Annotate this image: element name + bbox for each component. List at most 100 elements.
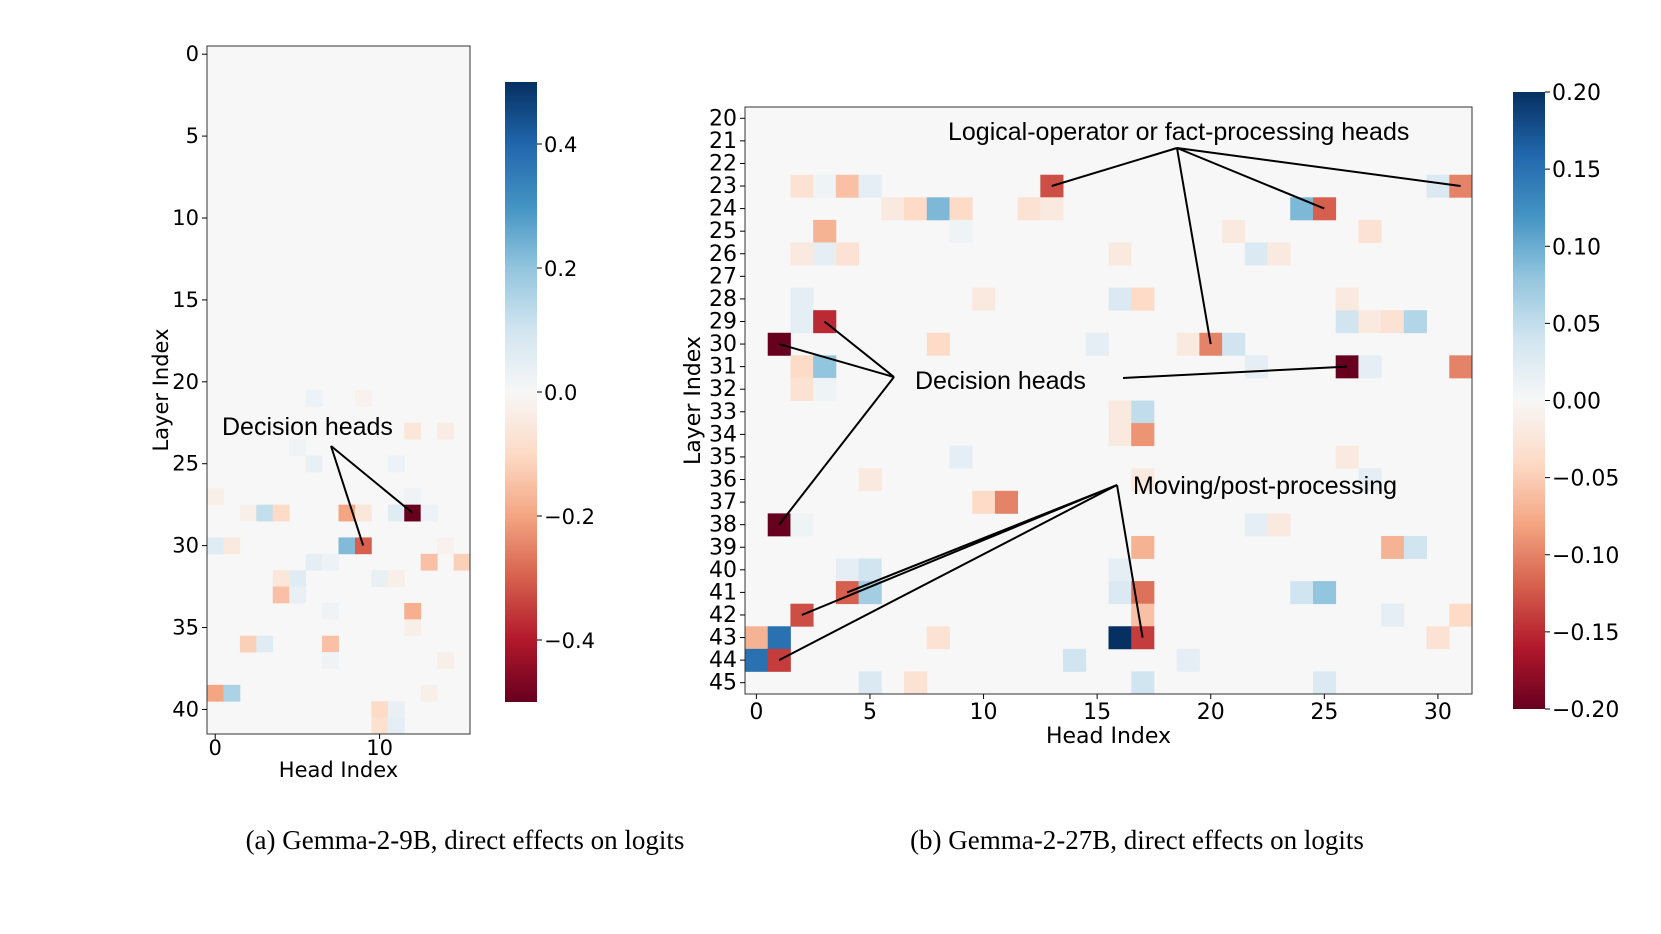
heatmap-cell xyxy=(813,355,837,379)
heatmap-cell xyxy=(272,504,290,522)
heatmap-cell xyxy=(745,626,769,650)
colorbar-tick-label: 0.0 xyxy=(544,381,577,405)
heatmap-cell xyxy=(1449,603,1473,627)
heatmap-cell xyxy=(354,537,372,555)
heatmap-cell xyxy=(371,570,389,587)
colorbar-tick-label: 0.00 xyxy=(1552,390,1601,415)
x-tick-label: 0 xyxy=(209,736,222,760)
heatmap-cell xyxy=(387,717,405,735)
y-tick-label: 0 xyxy=(186,42,199,66)
heatmap-cell xyxy=(1358,468,1382,492)
colorbar-tick-label: 0.4 xyxy=(544,133,577,157)
heatmap-cell xyxy=(790,513,814,537)
heatmap-cell xyxy=(207,684,224,702)
heatmap-cell xyxy=(1176,648,1200,672)
heatmap-cell xyxy=(1244,242,1268,266)
y-tick-label: 40 xyxy=(172,697,199,721)
heatmap-cell xyxy=(404,602,422,620)
heatmap-cell xyxy=(926,626,950,650)
colorbar xyxy=(1513,92,1545,709)
y-tick-label: 43 xyxy=(709,626,737,651)
y-tick-label: 20 xyxy=(709,106,737,131)
heatmap-cell xyxy=(437,422,454,440)
annotation-label: Moving/post-processing xyxy=(1133,472,1397,500)
heatmap-cell xyxy=(322,602,339,620)
y-tick-label: 38 xyxy=(709,513,737,538)
heatmap-cell xyxy=(813,377,837,401)
heatmap-cell xyxy=(420,553,438,571)
annotation-pointer xyxy=(1176,147,1325,210)
heatmap-cell xyxy=(1290,581,1314,605)
y-tick-label: 32 xyxy=(709,377,737,402)
heatmap-cell xyxy=(858,174,882,198)
heatmap-cell xyxy=(289,439,307,456)
heatmap-cell xyxy=(387,455,405,473)
heatmap-cell xyxy=(1312,581,1337,605)
heatmap-cell xyxy=(1108,558,1132,582)
y-tick-label: 25 xyxy=(709,219,737,244)
heatmap-cell xyxy=(790,287,814,311)
heatmap-cell xyxy=(1176,332,1200,356)
heatmap-cell xyxy=(1108,400,1132,424)
heatmap-cell xyxy=(207,488,224,506)
heatmap-cell xyxy=(813,219,837,243)
x-axis-label: Head Index xyxy=(279,758,398,782)
y-tick-label: 25 xyxy=(172,452,199,476)
heatmap-cell xyxy=(322,553,339,571)
heatmap-cell xyxy=(835,242,859,266)
heatmap-frame xyxy=(744,106,1473,695)
heatmap-cell xyxy=(387,701,405,719)
heatmap-cell xyxy=(1449,174,1473,198)
annotation-pointer xyxy=(1122,365,1348,379)
heatmap-cell xyxy=(289,586,307,604)
colorbar xyxy=(505,82,537,702)
y-axis-label: Layer Index xyxy=(149,328,173,451)
heatmap-cell xyxy=(371,701,389,719)
heatmap-cell xyxy=(207,537,224,555)
y-tick-label: 10 xyxy=(172,206,199,230)
y-tick-label: 39 xyxy=(709,535,737,560)
heatmap-cell xyxy=(949,445,973,469)
heatmap-cell xyxy=(904,197,928,221)
heatmap-cell xyxy=(1199,332,1223,356)
heatmap-cell xyxy=(1244,513,1268,537)
annotation-pointer xyxy=(1176,147,1212,345)
heatmap-cell xyxy=(1335,287,1359,311)
y-tick-label: 36 xyxy=(709,468,737,493)
y-tick-label: 20 xyxy=(172,370,199,394)
y-tick-label: 29 xyxy=(709,309,737,334)
heatmap-cell xyxy=(256,635,274,653)
heatmap-cell xyxy=(1312,197,1337,221)
heatmap-cell xyxy=(256,504,274,522)
y-tick-label: 34 xyxy=(709,422,737,447)
y-tick-label: 35 xyxy=(709,445,737,470)
heatmap-cell xyxy=(949,197,973,221)
heatmap-cell xyxy=(1131,400,1155,424)
colorbar-tick-label: −0.10 xyxy=(1552,544,1619,569)
heatmap-cell xyxy=(790,355,814,379)
heatmap-cell xyxy=(239,635,257,653)
x-tick-label: 30 xyxy=(1424,700,1452,725)
colorbar-tick-label: −0.15 xyxy=(1552,621,1619,646)
heatmap-cell xyxy=(1381,310,1405,334)
heatmap-cell xyxy=(1108,242,1132,266)
heatmap-cell xyxy=(1244,355,1268,379)
y-tick-label: 23 xyxy=(709,174,737,199)
heatmap-cell xyxy=(305,553,323,571)
annotation-pointer xyxy=(1051,147,1178,187)
heatmap-cell xyxy=(926,197,950,221)
heatmap-cell xyxy=(223,684,241,702)
heatmap-frame xyxy=(206,45,471,735)
heatmap-cell xyxy=(1131,626,1155,650)
heatmap-cell xyxy=(858,558,882,582)
heatmap-cell xyxy=(1381,603,1405,627)
heatmap-cell xyxy=(354,390,372,407)
caption-b: (b) Gemma-2-27B, direct effects on logit… xyxy=(910,825,1364,855)
heatmap-cell xyxy=(1131,535,1155,559)
heatmap-cell xyxy=(813,174,837,198)
heatmap-cell xyxy=(404,619,422,637)
colorbar-tick-label: 0.20 xyxy=(1552,81,1601,106)
heatmap-cell xyxy=(1108,423,1132,447)
heatmap-cell xyxy=(1312,671,1337,695)
